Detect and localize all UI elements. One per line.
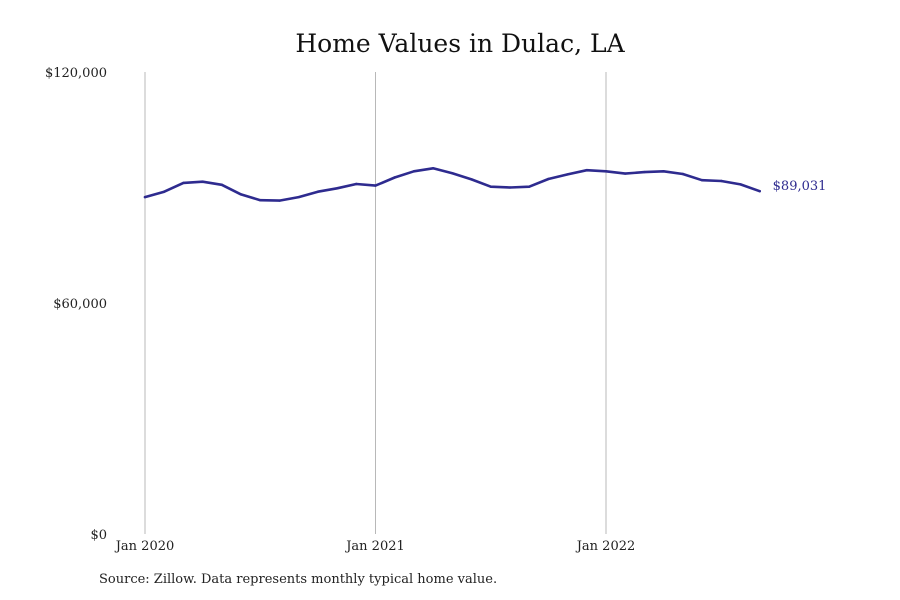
x-axis-ticks: Jan 2020 Jan 2021 Jan 2022 [114, 539, 636, 554]
data-point [585, 169, 588, 172]
data-point [201, 180, 204, 183]
data-point [643, 170, 646, 174]
data-point [662, 170, 665, 173]
data-point [220, 183, 223, 186]
data-point [355, 182, 358, 186]
x-tick-label: Jan 2021 [344, 539, 405, 554]
data-point [182, 181, 185, 185]
data-point [393, 176, 396, 179]
data-point [528, 185, 531, 188]
x-tick-label: Jan 2020 [114, 539, 175, 554]
data-point [451, 172, 454, 175]
y-axis-ticks: $0 $60,000 $120,000 [45, 66, 107, 543]
data-point [758, 190, 761, 193]
data-point [508, 186, 512, 189]
data-point [335, 187, 339, 190]
source-note: Source: Zillow. Data represents monthly … [99, 572, 498, 587]
gridlines [144, 72, 607, 534]
data-point [143, 195, 147, 199]
data-point [374, 184, 377, 187]
data-point [163, 190, 166, 193]
data-point [259, 199, 262, 202]
data-point [624, 172, 627, 175]
data-point [489, 185, 492, 188]
data-point [316, 190, 320, 193]
data-point [297, 195, 300, 199]
data-point [412, 170, 416, 173]
data-point [700, 179, 704, 182]
data-point [470, 178, 473, 181]
data-point [278, 199, 281, 202]
data-point [604, 170, 608, 173]
end-value-label: $89,031 [773, 179, 827, 194]
data-point [239, 193, 243, 196]
data-point [739, 183, 742, 186]
chart-title: Home Values in Dulac, LA [295, 29, 625, 58]
y-tick-label: $60,000 [53, 297, 107, 312]
data-point [720, 179, 723, 183]
y-tick-label: $0 [90, 528, 107, 543]
x-tick-label: Jan 2022 [575, 539, 636, 554]
series-layer: $89,031 [143, 167, 827, 202]
y-tick-label: $120,000 [45, 66, 107, 81]
data-point [566, 173, 569, 176]
data-point [681, 172, 684, 176]
data-point [547, 177, 550, 181]
data-point [431, 167, 435, 170]
